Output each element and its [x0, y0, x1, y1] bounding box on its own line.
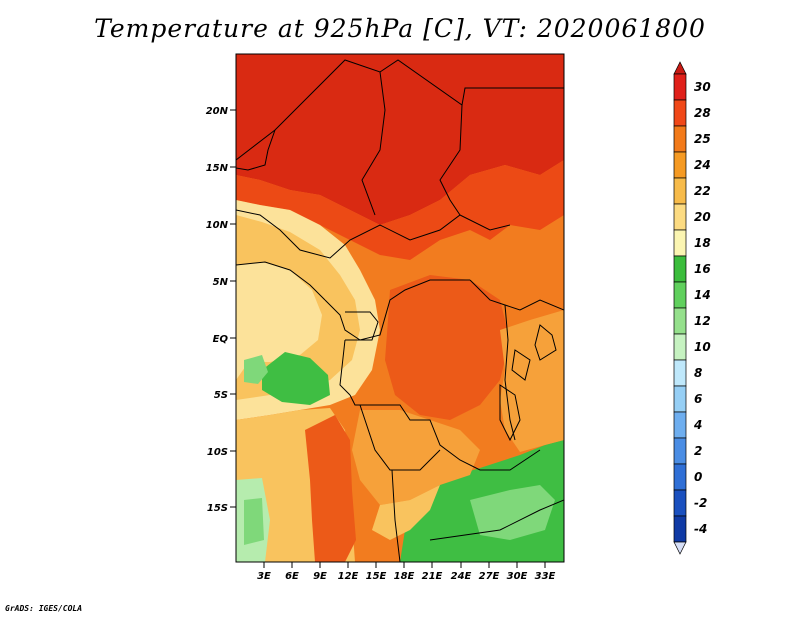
colorbar-swatch [673, 359, 687, 387]
colorbar-swatch [673, 333, 687, 361]
lat-label: 10S [207, 447, 228, 458]
colorbar: 30 28 25 24 22 20 18 16 14 12 10 8 6 4 2… [673, 61, 711, 555]
lat-label: EQ [213, 334, 229, 345]
colorbar-top-triangle [673, 61, 687, 75]
longitude-axis: 3E 6E 9E 12E 15E 18E 21E 24E 27E 30E 33E [257, 562, 556, 582]
colorbar-label: 28 [694, 106, 711, 120]
colorbar-label: 30 [694, 80, 711, 94]
colorbar-swatch [673, 177, 687, 205]
lat-label: 5S [214, 390, 228, 401]
lon-label: 21E [422, 571, 443, 582]
lon-label: 30E [507, 571, 528, 582]
lat-label: 10N [206, 220, 229, 231]
plot-frame [235, 53, 565, 563]
colorbar-swatch [673, 385, 687, 413]
lat-label: 15N [206, 163, 229, 174]
lat-label: 15S [207, 503, 228, 514]
colorbar-swatch [673, 515, 687, 543]
colorbar-label: 0 [694, 470, 702, 484]
lon-label: 12E [338, 571, 359, 582]
lat-label: 20N [206, 106, 229, 117]
colorbar-label: 2 [694, 444, 702, 458]
colorbar-swatch [673, 255, 687, 283]
colorbar-label: 24 [694, 158, 711, 172]
lon-label: 15E [366, 571, 387, 582]
colorbar-swatch [673, 281, 687, 309]
colorbar-label: -4 [694, 522, 707, 536]
colorbar-swatch [673, 73, 687, 101]
colorbar-swatch [673, 411, 687, 439]
colorbar-swatch [673, 125, 687, 153]
latitude-axis: 20N 15N 10N 5N EQ 5S 10S 15S [206, 106, 236, 514]
colorbar-label: 4 [693, 418, 702, 432]
colorbar-label: 25 [694, 132, 711, 146]
colorbar-swatch [673, 151, 687, 179]
lon-label: 9E [313, 571, 327, 582]
colorbar-label: 18 [694, 236, 711, 250]
colorbar-label: 22 [694, 184, 711, 198]
colorbar-swatch [673, 463, 687, 491]
lon-label: 3E [257, 571, 271, 582]
lon-label: 27E [479, 571, 500, 582]
lat-label: 5N [213, 277, 229, 288]
colorbar-label: 14 [694, 288, 711, 302]
lon-label: 24E [451, 571, 472, 582]
lon-label: 18E [394, 571, 415, 582]
colorbar-label: -2 [694, 496, 707, 510]
colorbar-swatch [673, 307, 687, 335]
grads-credit: GrADS: IGES/COLA [5, 604, 83, 613]
colorbar-label: 16 [694, 262, 711, 276]
colorbar-label: 12 [694, 314, 711, 328]
lon-label: 6E [285, 571, 299, 582]
colorbar-swatch [673, 203, 687, 231]
colorbar-label: 6 [694, 392, 702, 406]
map-title: Temperature at 925hPa [C], VT: 202006180… [94, 14, 706, 43]
colorbar-swatch [673, 489, 687, 517]
lon-label: 33E [535, 571, 556, 582]
country-borders [236, 59, 564, 562]
colorbar-label: 8 [694, 366, 702, 380]
temperature-field [236, 54, 564, 562]
colorbar-bottom-triangle [673, 541, 687, 555]
colorbar-label: 10 [694, 340, 711, 354]
colorbar-swatch [673, 229, 687, 257]
colorbar-swatch [673, 99, 687, 127]
colorbar-swatch [673, 437, 687, 465]
colorbar-label: 20 [694, 210, 711, 224]
